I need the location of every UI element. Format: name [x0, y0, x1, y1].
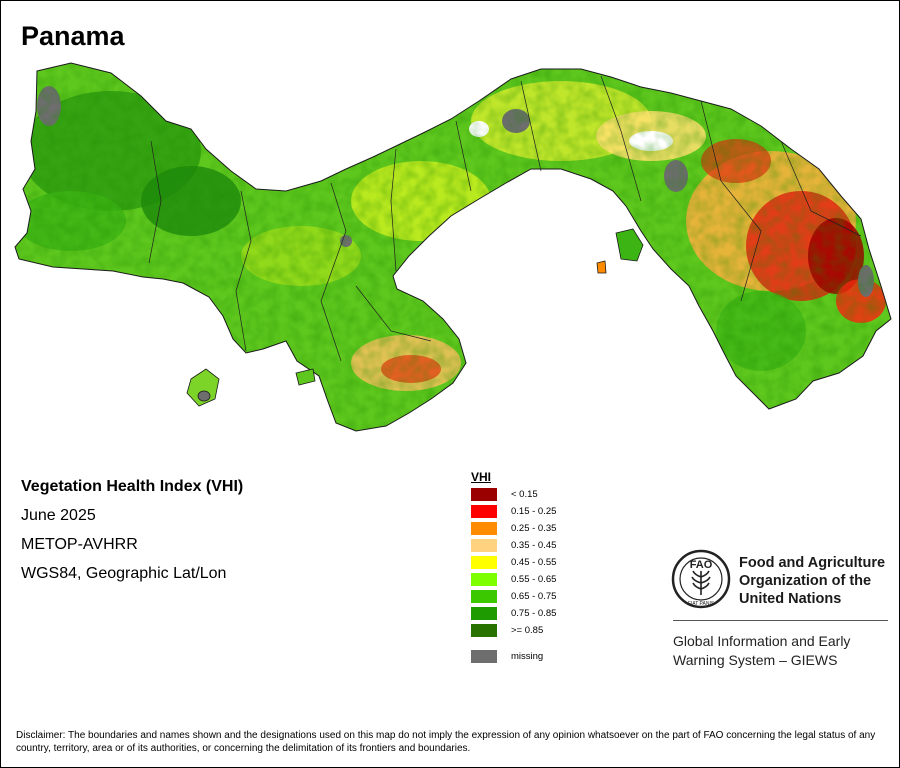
fao-org-line2: Organization of the: [739, 573, 872, 589]
disclaimer: Disclaimer: The boundaries and names sho…: [16, 730, 876, 754]
fao-org-name: Food and Agriculture Organization of the…: [739, 554, 899, 608]
legend-items: < 0.15 0.15 - 0.25 0.25 - 0.35 0.35 - 0.…: [471, 486, 556, 665]
period: June 2025: [21, 507, 96, 524]
legend-label: 0.15 - 0.25: [511, 506, 557, 517]
giews-line1: Global Information and Early: [673, 633, 851, 649]
legend-swatch: [471, 522, 497, 535]
vhi-map: [1, 56, 899, 441]
fao-logo-icon: FAO FIAT PANIS: [671, 549, 731, 609]
fao-org-line1: Food and Agriculture: [739, 555, 886, 571]
giews-line2: Warning System – GIEWS: [673, 652, 838, 668]
legend-title: VHI: [471, 470, 492, 484]
legend-item: 0.45 - 0.55: [471, 554, 556, 571]
legend-item-missing: missing: [471, 648, 556, 665]
vhi-raster: [15, 63, 891, 431]
legend-swatch-missing: [471, 650, 497, 663]
panama-map-svg: [14, 62, 892, 432]
projection: WGS84, Geographic Lat/Lon: [21, 565, 227, 582]
map-title: Panama: [21, 21, 125, 51]
fao-org-line3: United Nations: [739, 591, 842, 607]
legend-item: 0.55 - 0.65: [471, 571, 556, 588]
fao-divider: [673, 620, 888, 621]
legend-item: 0.15 - 0.25: [471, 503, 556, 520]
legend-label: 0.65 - 0.75: [511, 591, 557, 602]
legend-swatch: [471, 539, 497, 552]
islands: [186, 228, 644, 407]
legend-label: 0.25 - 0.35: [511, 523, 557, 534]
legend-label: >= 0.85: [511, 625, 544, 636]
fao-logo-text: FAO: [690, 559, 713, 571]
map-info: Vegetation Health Index (VHI) June 2025 …: [21, 477, 243, 593]
province-boundaries: [148, 75, 862, 362]
legend-swatch: [471, 556, 497, 569]
legend-item: 0.35 - 0.45: [471, 537, 556, 554]
legend-item: 0.75 - 0.85: [471, 605, 556, 622]
legend-label-missing: missing: [511, 651, 544, 662]
legend-label: 0.55 - 0.65: [511, 574, 557, 585]
legend-swatch: [471, 573, 497, 586]
legend-item: < 0.15: [471, 486, 556, 503]
legend-label: < 0.15: [511, 489, 538, 500]
legend-swatch: [471, 607, 497, 620]
legend-item: >= 0.85: [471, 622, 556, 639]
legend-swatch: [471, 488, 497, 501]
legend-swatch: [471, 624, 497, 637]
legend-item: 0.25 - 0.35: [471, 520, 556, 537]
legend-label: 0.75 - 0.85: [511, 608, 557, 619]
legend-label: 0.35 - 0.45: [511, 540, 557, 551]
legend: VHI < 0.15 0.15 - 0.25 0.25 - 0.35 0.35 …: [471, 470, 556, 665]
legend-item: 0.65 - 0.75: [471, 588, 556, 605]
sensor: METOP-AVHRR: [21, 536, 138, 553]
giews-name: Global Information and Early Warning Sys…: [673, 632, 899, 670]
fao-motto: FIAT PANIS: [688, 601, 715, 607]
legend-swatch: [471, 590, 497, 603]
legend-label: 0.45 - 0.55: [511, 557, 557, 568]
index-name: Vegetation Health Index (VHI): [21, 478, 244, 495]
legend-swatch: [471, 505, 497, 518]
